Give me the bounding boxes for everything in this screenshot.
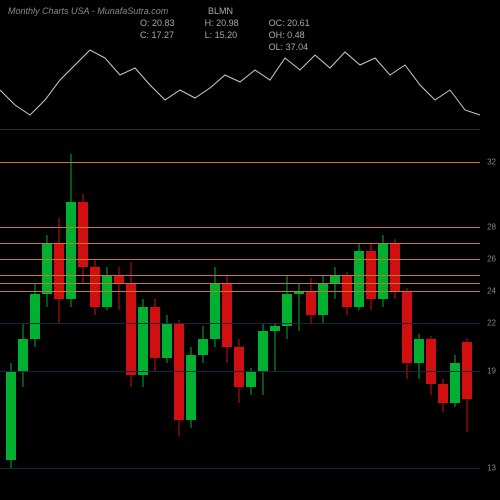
price-label: 13	[487, 463, 496, 472]
support-line	[0, 323, 480, 324]
oc-label: OC:	[269, 18, 285, 28]
indicator-panel	[0, 40, 480, 130]
resistance-line	[0, 275, 480, 276]
l-val: 15.20	[215, 30, 238, 40]
resistance-line	[0, 162, 480, 163]
price-panel: 32 28 26 24 22 19 13	[0, 130, 500, 500]
resistance-line	[0, 243, 480, 244]
o-val: 20.83	[152, 18, 175, 28]
support-line	[0, 468, 480, 469]
o-label: O:	[140, 18, 150, 28]
resistance-line	[0, 227, 480, 228]
price-label: 28	[487, 222, 496, 231]
oc-val: 20.61	[287, 18, 310, 28]
chart-header: Monthly Charts USA - MunafaSutra.com BLM…	[8, 6, 492, 16]
support-line	[0, 371, 480, 372]
indicator-line	[0, 50, 480, 115]
price-label: 32	[487, 158, 496, 167]
l-label: L:	[205, 30, 213, 40]
oh-val: 0.48	[287, 30, 305, 40]
page-title: Monthly Charts USA - MunafaSutra.com	[8, 6, 168, 16]
h-label: H:	[205, 18, 214, 28]
price-label: 22	[487, 319, 496, 328]
c-val: 17.27	[152, 30, 175, 40]
resistance-line	[0, 291, 480, 292]
candlestick-chart[interactable]	[0, 130, 480, 500]
price-label: 26	[487, 254, 496, 263]
resistance-line	[0, 283, 480, 284]
resistance-line	[0, 259, 480, 260]
oh-label: OH:	[269, 30, 285, 40]
indicator-chart	[0, 40, 480, 130]
price-label: 24	[487, 286, 496, 295]
ticker-symbol: BLMN	[208, 6, 233, 16]
price-label: 19	[487, 367, 496, 376]
c-label: C:	[140, 30, 149, 40]
h-val: 20.98	[216, 18, 239, 28]
